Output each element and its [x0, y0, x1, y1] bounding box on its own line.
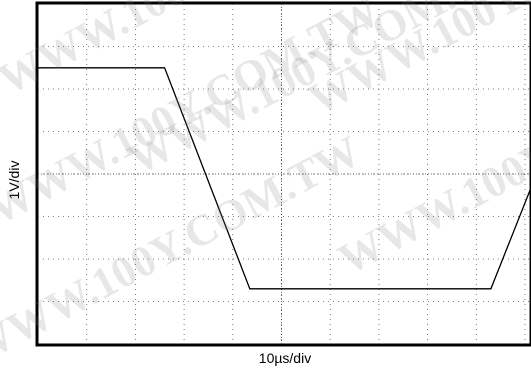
plot-frame: [35, 1, 531, 347]
y-axis-label: 1V/div: [6, 160, 22, 200]
grid: [38, 4, 530, 344]
signal-trace: [38, 67, 531, 290]
trace-line: [38, 67, 531, 290]
x-axis-label: 10µs/div: [258, 350, 312, 366]
